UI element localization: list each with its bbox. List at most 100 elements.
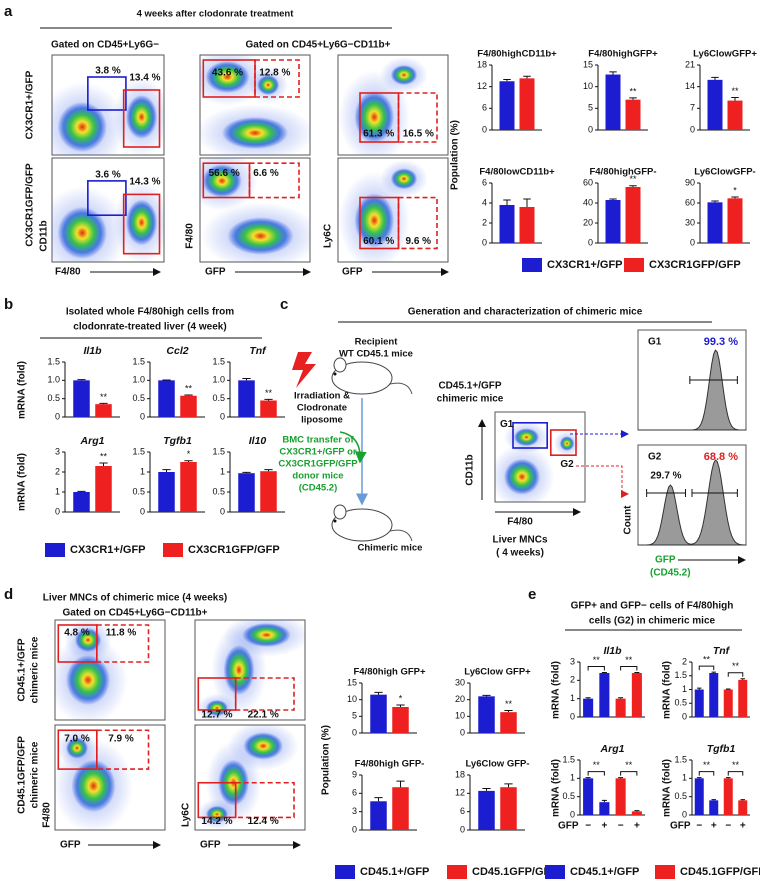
histogram — [637, 444, 747, 546]
gate-percent: 9.6 % — [406, 236, 432, 247]
error-bar — [77, 490, 86, 492]
text: WT CD45.1 mice — [339, 349, 413, 360]
y-tick-label: 0 — [682, 809, 687, 819]
y-tick-label: 20 — [583, 217, 593, 227]
histogram-curve — [638, 349, 747, 431]
y-tick-label: 10 — [583, 81, 593, 91]
significance-bracket — [620, 665, 638, 671]
bar — [519, 78, 535, 130]
bar — [723, 778, 733, 815]
error-bar — [629, 97, 637, 100]
mouse-body — [331, 508, 393, 542]
y-tick-label: 1.0 — [212, 375, 225, 385]
y-tick-label: 15 — [347, 677, 357, 687]
x-tick-label: − — [725, 821, 731, 832]
flow-plot — [51, 157, 165, 263]
density-blob — [57, 206, 107, 259]
error-bar — [482, 694, 491, 697]
bar — [599, 802, 610, 815]
y-tick-label: 0 — [588, 124, 593, 134]
axis-label: F4/80 — [42, 802, 53, 828]
gate-percent: 22.1 % — [248, 710, 279, 721]
significance: ** — [703, 655, 711, 665]
bar — [238, 380, 255, 417]
y-tick-label: 1.5 — [47, 356, 60, 366]
text: Irradiation & — [294, 391, 350, 402]
error-bar — [99, 462, 108, 466]
flow-plot — [54, 619, 166, 721]
density-blob — [206, 805, 228, 823]
histogram-gate — [689, 376, 738, 384]
density-blob — [513, 428, 540, 447]
y-tick-label: 0.5 — [674, 791, 687, 801]
bar — [478, 790, 495, 830]
legend-swatch — [655, 865, 675, 879]
text: ( 4 weeks) — [496, 548, 544, 559]
x-tick-label: − — [585, 821, 591, 832]
y-tick-label: 0.5 — [562, 791, 575, 801]
gate — [202, 59, 256, 98]
density — [52, 181, 164, 262]
error-bar — [503, 199, 511, 205]
y-axis-label: mRNA (fold) — [551, 661, 562, 719]
y-tick-label: 12 — [477, 81, 487, 91]
gate-percent: 4.8 % — [64, 628, 90, 639]
x-axis-label: GFP — [558, 821, 579, 832]
error-bar — [609, 71, 617, 75]
bar — [709, 800, 719, 815]
panel-title: Gated on CD45+Ly6G−CD11b+ — [63, 608, 208, 619]
axis-label: (CD45.2) — [650, 568, 691, 579]
gate-percent: 11.8 % — [106, 628, 137, 639]
significance: ** — [731, 86, 739, 96]
legend-label: CD45.1GFP/GFP — [680, 866, 760, 878]
x-tick-label: + — [711, 821, 717, 832]
density-blob — [71, 759, 116, 813]
bar — [73, 380, 90, 417]
bar — [392, 787, 409, 830]
density-blob — [390, 65, 418, 85]
bar — [625, 99, 641, 130]
bar — [158, 472, 175, 512]
error-bar — [726, 688, 731, 690]
y-tick-label: 1.0 — [47, 375, 60, 385]
mouse-ear — [333, 357, 347, 373]
mouse-tail — [389, 382, 413, 395]
y-tick-label: 18 — [477, 59, 487, 69]
row-label: chimeric mice — [30, 636, 41, 703]
bar — [158, 380, 175, 417]
mouse — [331, 504, 413, 542]
y-tick-label: 1.5 — [212, 356, 225, 366]
histogram-gate — [691, 489, 738, 497]
axis-label: CD11b — [465, 454, 476, 485]
error-bar — [184, 394, 193, 396]
density-blob — [125, 199, 158, 246]
density — [200, 55, 310, 155]
row-label: CD45.1+/GFP — [17, 638, 28, 701]
error-bar — [629, 185, 637, 187]
y-tick-label: 60 — [583, 177, 593, 187]
bar — [370, 801, 387, 830]
density-blob — [222, 117, 288, 149]
y-tick-label: 30 — [455, 677, 465, 687]
gate — [57, 624, 98, 663]
gate-percent: 61.3 % — [363, 129, 394, 140]
legend-swatch — [624, 258, 644, 272]
bar — [519, 207, 535, 243]
gate-percent: G1 — [500, 419, 514, 430]
subplot-title: F4/80highGFP- — [589, 167, 656, 178]
y-tick-label: 5 — [352, 711, 357, 721]
significance: ** — [732, 661, 740, 671]
bar — [694, 689, 704, 717]
y-tick-label: 1.0 — [132, 375, 145, 385]
x-tick-label: + — [601, 821, 607, 832]
density-blob — [206, 700, 228, 716]
bar — [260, 471, 277, 512]
gate-percent: 99.3 % — [704, 336, 738, 348]
histogram-curve — [637, 459, 747, 546]
gate — [202, 162, 251, 199]
density-blob — [66, 655, 110, 705]
significance-bracket — [698, 771, 715, 776]
y-tick-label: 0.5 — [674, 698, 687, 708]
y-tick-label: 60 — [685, 197, 695, 207]
y-tick-label: 4 — [482, 197, 487, 207]
